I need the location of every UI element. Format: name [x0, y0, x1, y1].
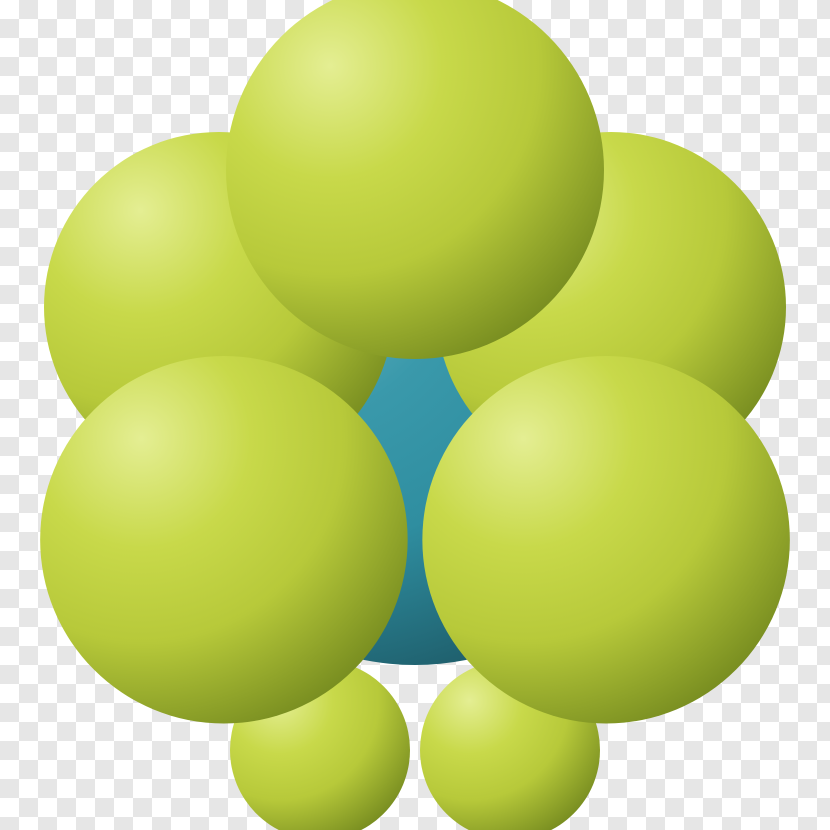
outer-atom-front-left [40, 356, 408, 724]
stage [0, 0, 830, 830]
molecule-diagram [0, 0, 830, 830]
outer-atom-front-right [422, 356, 790, 724]
